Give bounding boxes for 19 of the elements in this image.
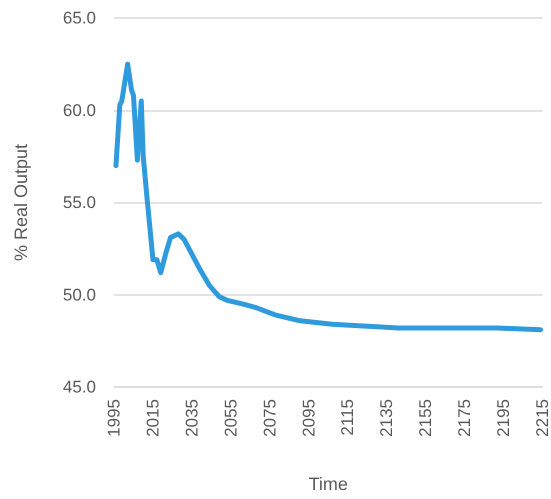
y-tick-label: 45.0 (62, 378, 96, 396)
y-axis-title: % Real Output (11, 144, 31, 262)
x-tick-label: 2035 (182, 399, 202, 437)
x-tick-label: 2155 (416, 399, 436, 437)
y-tick-label: 55.0 (62, 193, 96, 212)
x-tick-label: 2135 (377, 399, 396, 437)
x-tick-label: 2075 (260, 399, 280, 437)
x-tick-label: 2175 (455, 399, 474, 437)
x-tick-label: 2015 (143, 399, 162, 437)
x-tick-label: 2215 (533, 399, 551, 437)
x-tick-label: 1995 (104, 399, 124, 437)
y-tick-label: 50.0 (62, 285, 96, 304)
x-tick-label: 2055 (221, 399, 240, 437)
x-axis-title: Time (308, 474, 348, 494)
y-tick-label: 65.0 (62, 8, 96, 28)
x-tick-label: 2095 (299, 399, 318, 437)
x-tick-label: 2115 (338, 399, 358, 436)
x-tick-label: 2195 (494, 399, 514, 437)
y-tick-label: 60.0 (62, 100, 96, 120)
